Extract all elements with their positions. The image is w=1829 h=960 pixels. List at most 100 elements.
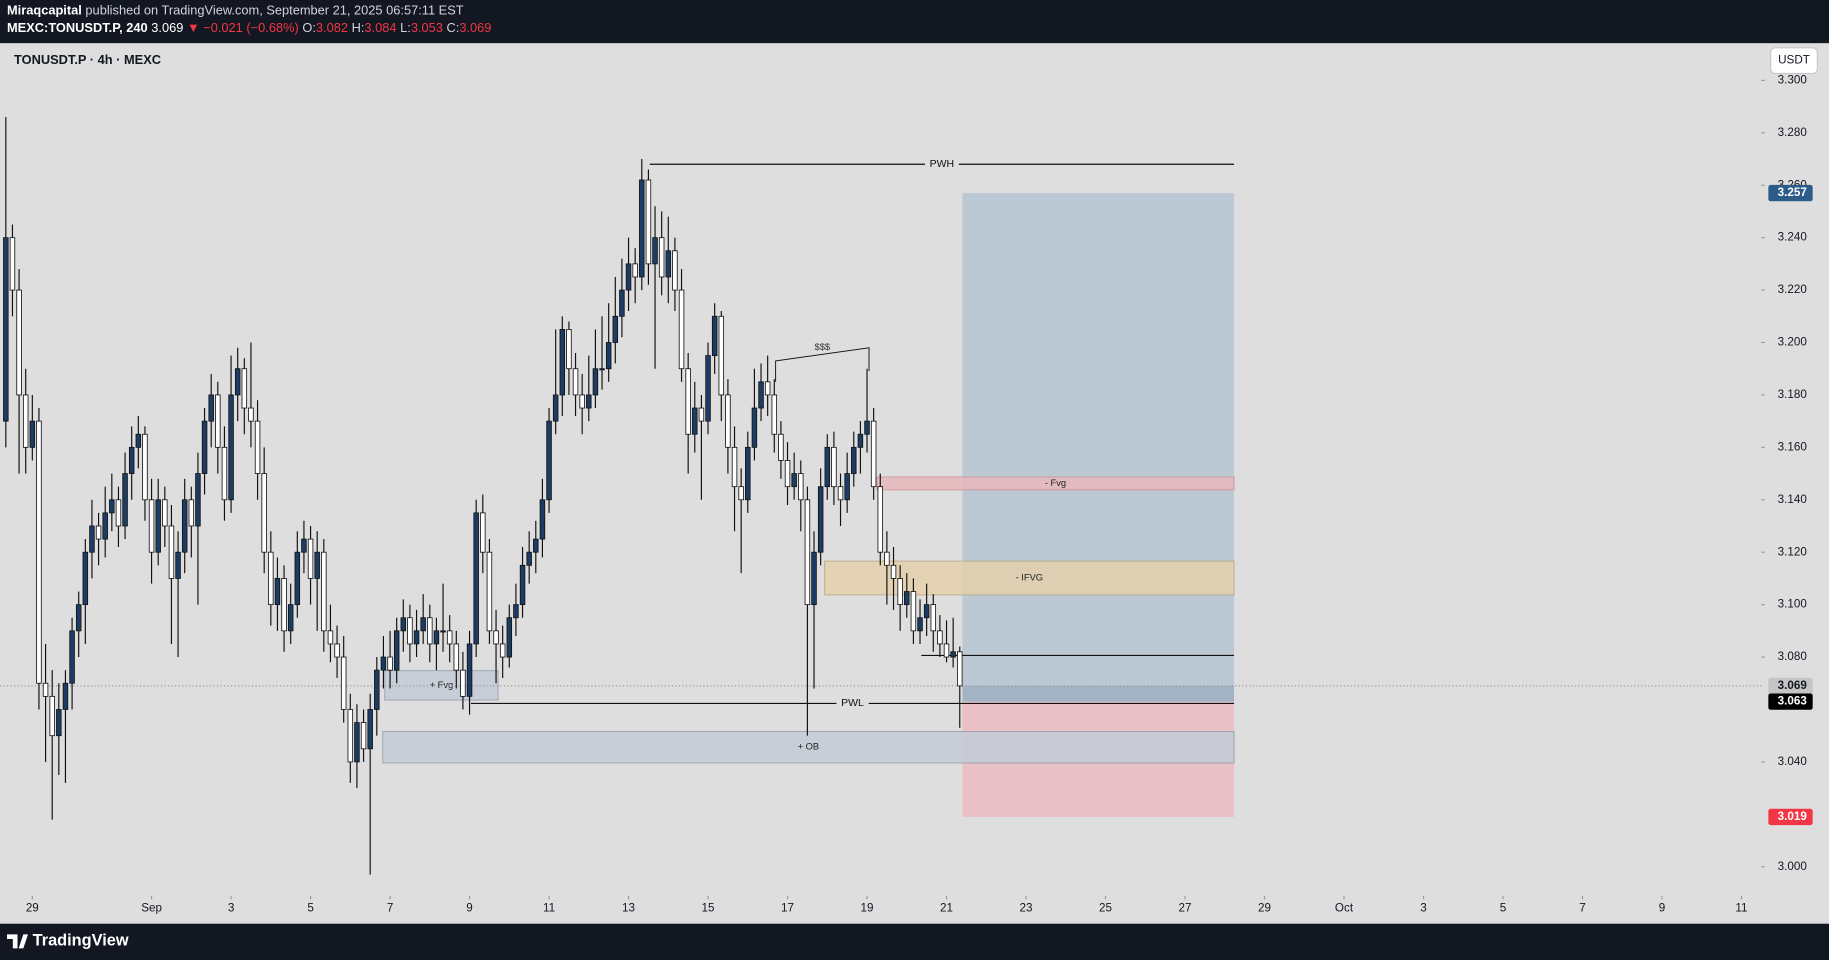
candle-body [605, 342, 612, 370]
candle-body [917, 617, 923, 632]
level-label: PWH [930, 159, 954, 170]
candle-body [817, 486, 824, 553]
x-tick-label: 3 [228, 902, 234, 915]
candle-body [387, 656, 393, 671]
candle-body [890, 564, 897, 579]
candle-body [546, 420, 552, 501]
candle-body [619, 289, 625, 317]
candle-body [36, 420, 42, 684]
candle-body [897, 578, 903, 606]
candle-body [274, 578, 281, 606]
level-label-bg [836, 696, 869, 711]
x-tick-label: 19 [861, 902, 874, 915]
candle-body [599, 368, 605, 371]
candle-body [639, 179, 645, 278]
candle-body [321, 551, 327, 632]
candle-body [95, 525, 102, 540]
candle-body [307, 538, 314, 579]
y-tick-label: 3.200 [1778, 336, 1808, 349]
candle-body [109, 499, 115, 514]
candle-body [904, 591, 910, 606]
currency-label[interactable]: USDT [1778, 54, 1810, 67]
low-value: 3.053 [411, 21, 443, 36]
candle-body [844, 473, 850, 501]
candle-body [89, 525, 95, 553]
target-badge-bg [1768, 184, 1813, 202]
candle-body [851, 446, 857, 474]
x-tick-label: 5 [307, 902, 313, 915]
candle-body [16, 289, 22, 396]
candle-body [738, 486, 744, 501]
candle-body [340, 656, 347, 710]
candle-body [771, 394, 778, 435]
candle-body [195, 473, 201, 527]
candle-body [778, 433, 784, 461]
candle-body [3, 237, 9, 422]
header-bar [0, 0, 1829, 44]
candle-body [632, 263, 638, 278]
candle-body [380, 656, 387, 671]
candle-body [162, 499, 168, 527]
symbol: MEXC:TONUSDT.P, 240 [7, 21, 148, 36]
candle-body [69, 630, 75, 684]
candle-body [950, 651, 956, 658]
candle-body [586, 394, 592, 409]
candle-body [658, 237, 665, 278]
candle-body [930, 604, 937, 632]
candle-body [440, 630, 446, 633]
x-tick-label: 29 [26, 902, 39, 915]
candle-body [407, 617, 413, 645]
footer-bar [0, 923, 1829, 960]
candle-body [665, 250, 672, 278]
candle-body [957, 651, 963, 687]
open-value: 3.082 [316, 21, 348, 36]
candle-body [294, 551, 301, 606]
candle-body [420, 617, 426, 632]
candle-body [82, 551, 89, 606]
y-tick-label: 3.280 [1778, 126, 1808, 139]
candle-body [877, 486, 884, 553]
ohlc-label: H: [352, 21, 365, 36]
candle-body [711, 315, 718, 357]
candle-body [201, 420, 208, 474]
candle-body [566, 328, 572, 370]
candle-body [433, 630, 440, 645]
x-tick-label: 5 [1500, 902, 1506, 915]
zone-label: - Fvg [1045, 478, 1066, 488]
liquidity-label: $$$ [815, 342, 831, 352]
candle-body [625, 263, 632, 291]
candle-body [142, 433, 148, 501]
candle-body [612, 315, 619, 343]
logo-mark [6, 934, 28, 949]
x-tick-label: 9 [466, 902, 472, 915]
candle-body [354, 722, 360, 763]
candle-body [168, 525, 175, 579]
candle-body [513, 604, 519, 619]
candle-body [181, 499, 188, 553]
target-badge: 3.257 [1778, 186, 1807, 199]
y-tick-label: 3.120 [1778, 545, 1808, 558]
candle-body [884, 551, 890, 566]
candle-body [460, 669, 466, 697]
candle-body [334, 643, 340, 658]
candle-body [831, 446, 837, 488]
currency-button[interactable]: USDT [1770, 47, 1818, 75]
x-tick-label: 7 [387, 902, 393, 915]
currency-button-box[interactable] [1770, 47, 1818, 75]
candle-body [453, 643, 460, 671]
entry-badge: 3.063 [1778, 695, 1808, 708]
header-line-2: MEXC:TONUSDT.P, 240 3.069 ▼ −0.021 (−0.6… [7, 21, 491, 36]
candle-body [268, 551, 274, 606]
candle-body [870, 420, 877, 488]
y-tick-label: 3.140 [1778, 493, 1808, 506]
candle-body [572, 368, 579, 396]
close-value: 3.069 [459, 21, 491, 36]
candle-body [135, 433, 142, 448]
y-tick-label: 3.080 [1778, 650, 1808, 663]
candle-body [287, 604, 294, 632]
candle-body [499, 643, 506, 658]
candle-body [910, 591, 917, 632]
candle-body [413, 630, 420, 645]
y-tick-label: 3.000 [1778, 860, 1808, 873]
candle-body [102, 512, 108, 540]
